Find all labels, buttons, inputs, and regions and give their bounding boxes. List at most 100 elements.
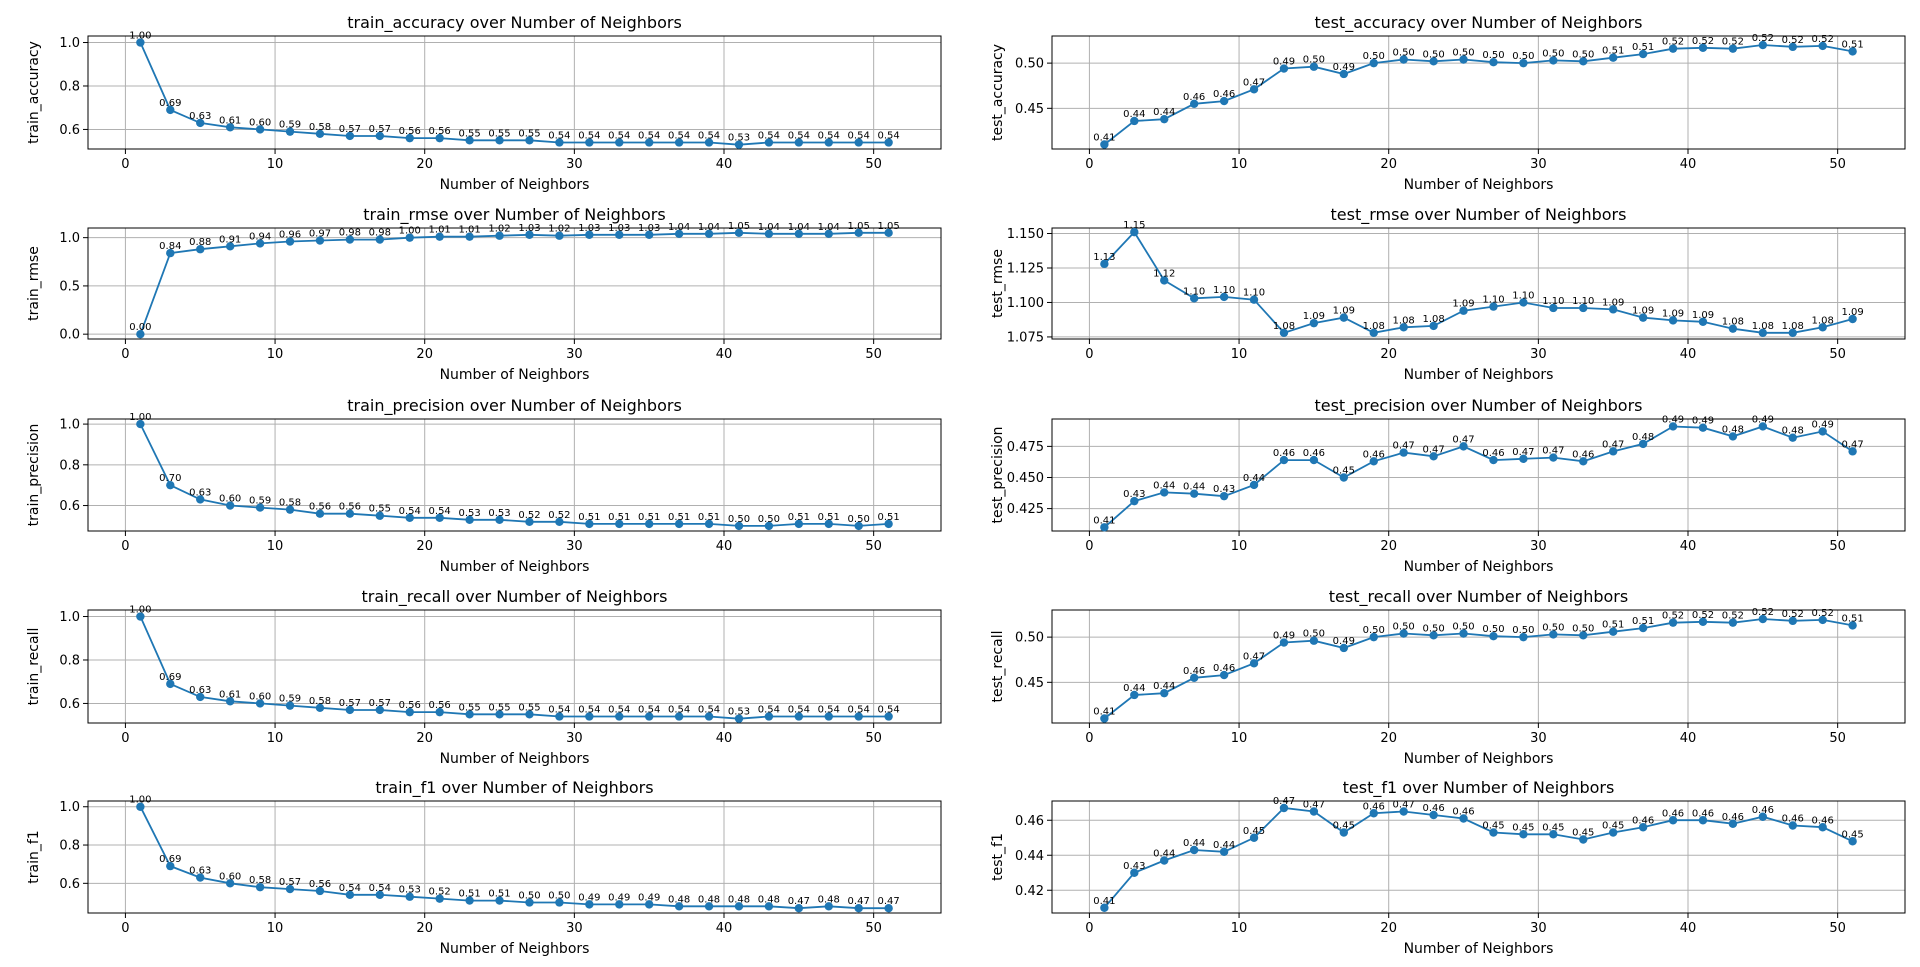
data-point (1818, 427, 1827, 436)
y-tick-label: 1.0 (59, 231, 80, 246)
data-label: 0.53 (488, 508, 510, 519)
data-label: 0.50 (728, 514, 750, 525)
data-label: 0.54 (399, 506, 421, 517)
data-label: 0.54 (638, 704, 660, 715)
data-point (285, 505, 295, 514)
x-tick-label: 20 (1380, 731, 1397, 746)
x-tick-label: 30 (1530, 157, 1547, 172)
data-point (1339, 473, 1349, 482)
data-point (1608, 828, 1618, 837)
data-point (1459, 55, 1468, 64)
x-tick-label: 20 (1380, 539, 1397, 554)
x-tick-label: 50 (865, 921, 882, 936)
data-point (1728, 432, 1738, 441)
x-tick-label: 20 (416, 539, 433, 554)
x-axis-label: Number of Neighbors (440, 559, 590, 575)
data-label: 0.46 (1303, 448, 1325, 459)
x-tick-label: 50 (865, 157, 882, 172)
data-label: 0.50 (1363, 51, 1385, 62)
x-tick-label: 30 (566, 539, 583, 554)
data-label: 0.49 (608, 892, 630, 903)
data-label: 1.03 (608, 223, 630, 234)
data-point (525, 898, 534, 907)
data-point (1489, 58, 1498, 67)
data-label: 0.46 (1422, 803, 1444, 814)
data-point (1728, 324, 1738, 333)
data-label: 1.08 (1812, 315, 1834, 326)
data-label: 0.49 (1273, 57, 1295, 68)
data-point (884, 228, 893, 238)
y-tick-label: 0.450 (1007, 471, 1044, 486)
data-point (465, 515, 474, 524)
data-label: 0.54 (548, 704, 570, 715)
chart-title: train_accuracy over Number of Neighbors (347, 13, 682, 33)
data-label: 0.41 (1093, 896, 1115, 907)
axes-frame (87, 418, 942, 532)
data-point (285, 127, 295, 136)
data-label: 0.98 (339, 228, 361, 239)
data-label: 0.46 (1482, 448, 1504, 459)
data-point (525, 517, 534, 527)
data-point (1339, 828, 1349, 837)
y-tick-label: 0.45 (1015, 676, 1044, 691)
data-point (1608, 53, 1618, 62)
data-label: 0.50 (848, 514, 870, 525)
data-label: 0.50 (1452, 48, 1474, 59)
series-line (1103, 230, 1853, 334)
data-point (1309, 62, 1319, 71)
data-label: 0.47 (1512, 447, 1534, 458)
data-point (585, 519, 594, 529)
data-point (465, 136, 474, 145)
x-tick-label: 30 (566, 157, 583, 172)
data-point (615, 712, 624, 721)
y-tick-label: 0.6 (59, 877, 80, 892)
data-label: 0.46 (1662, 808, 1684, 819)
data-label: 0.98 (369, 228, 391, 239)
x-tick-label: 40 (1680, 731, 1697, 746)
data-point (1848, 447, 1857, 456)
data-point (854, 521, 863, 531)
data-point (1758, 422, 1768, 431)
data-label: 0.52 (548, 510, 570, 521)
axes-frame (87, 227, 942, 340)
y-tick-label: 1.125 (1007, 261, 1044, 276)
data-point (1100, 714, 1109, 723)
x-tick-label: 50 (1829, 921, 1846, 936)
data-label: 0.51 (578, 512, 600, 523)
data-point (315, 886, 325, 896)
axes-frame (1051, 609, 1906, 724)
data-point (1848, 47, 1857, 56)
data-point (1130, 496, 1139, 506)
data-point (225, 879, 235, 888)
x-tick-label: 40 (1680, 347, 1697, 362)
data-label: 0.48 (1722, 424, 1744, 435)
data-point (1549, 56, 1558, 65)
data-label: 0.50 (1542, 48, 1564, 59)
data-label: 0.52 (1722, 611, 1744, 622)
data-point (1668, 316, 1678, 325)
data-label: 1.00 (129, 31, 151, 42)
x-tick-label: 40 (1680, 539, 1697, 554)
chart-title: test_f1 over Number of Neighbors (1343, 778, 1615, 798)
data-label: 1.10 (1572, 296, 1594, 307)
data-label: 1.08 (1782, 321, 1804, 332)
x-axis-label: Number of Neighbors (1404, 559, 1554, 575)
data-point (196, 118, 205, 128)
data-point (764, 229, 774, 238)
data-label: 0.49 (1333, 62, 1355, 73)
chart-title: test_precision over Number of Neighbors (1314, 396, 1642, 416)
data-label: 0.50 (1422, 623, 1444, 634)
data-label: 0.47 (1542, 446, 1564, 457)
data-point (255, 503, 265, 512)
data-label: 1.09 (1692, 310, 1714, 321)
series-line (139, 231, 889, 335)
data-label: 0.50 (758, 514, 780, 525)
subplot-8: test_recall over Number of Neighbors 0 10 2… (990, 587, 1906, 767)
data-point (1668, 422, 1678, 431)
axes-frame (87, 609, 942, 724)
y-tick-label: 1.100 (1007, 296, 1044, 311)
x-tick-label: 50 (1829, 539, 1846, 554)
data-point (255, 239, 265, 248)
data-label: 0.50 (1303, 55, 1325, 66)
data-label: 0.00 (129, 322, 151, 333)
